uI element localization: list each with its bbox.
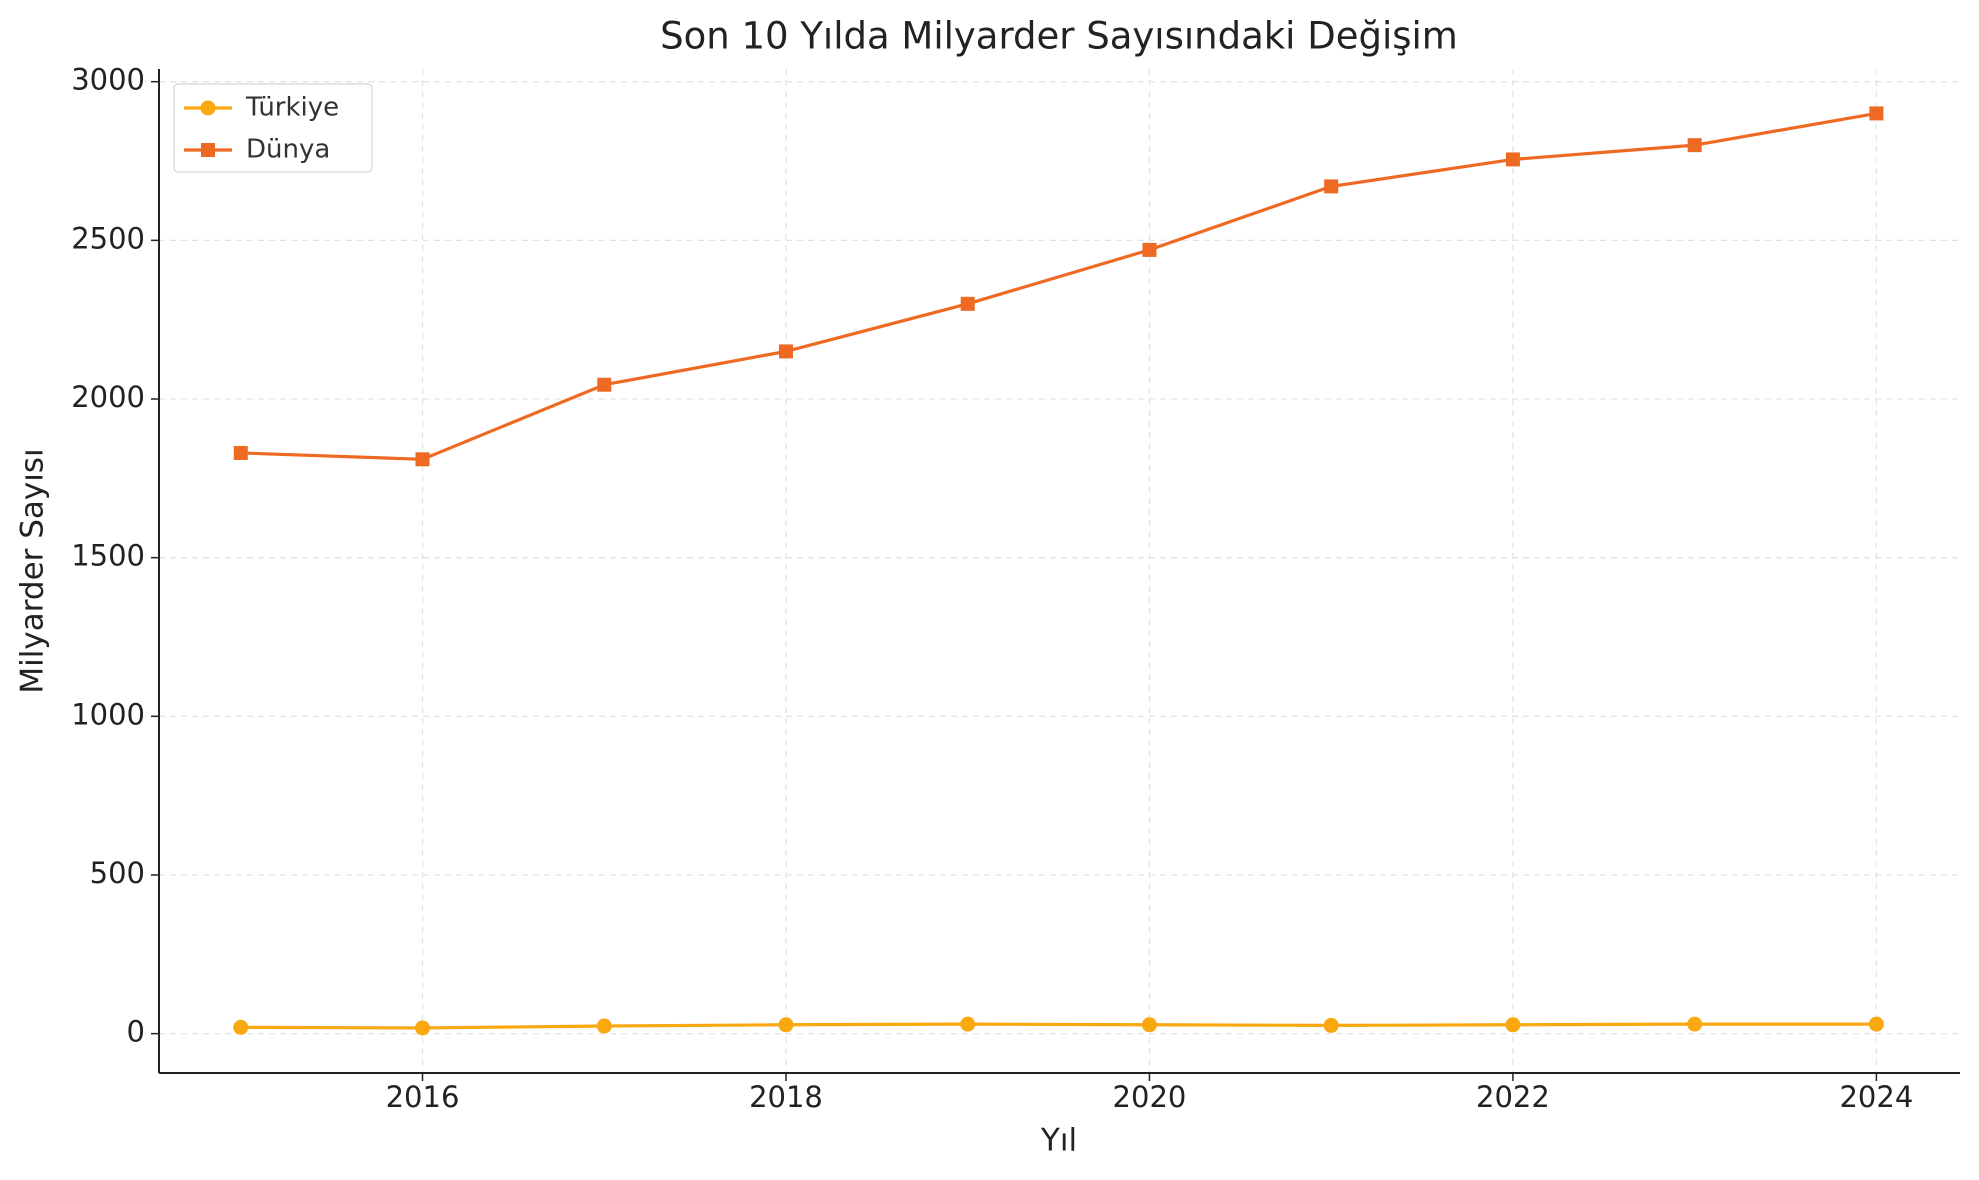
- y-axis-label: Milyarder Sayısı: [15, 448, 51, 693]
- chart-title: Son 10 Yılda Milyarder Sayısındaki Değiş…: [660, 15, 1458, 58]
- legend-marker: [200, 100, 216, 116]
- data-point: [415, 1020, 431, 1036]
- data-point: [1869, 106, 1884, 121]
- data-point: [1141, 1017, 1157, 1033]
- x-axis-label: Yıl: [1040, 1123, 1077, 1159]
- series-line: [240, 1022, 1877, 1030]
- x-tick-label: 2024: [1839, 1080, 1913, 1114]
- data-point: [233, 445, 248, 460]
- data-point: [1868, 1016, 1884, 1032]
- legend-marker: [201, 143, 215, 157]
- legend: Türkiye Dünya: [173, 83, 373, 173]
- y-tick-label: 500: [90, 856, 145, 890]
- data-point: [1323, 1017, 1339, 1033]
- x-tick-label: 2018: [749, 1080, 823, 1114]
- data-point: [960, 296, 975, 311]
- legend-label: Dünya: [246, 135, 330, 165]
- x-tick-label: 2016: [386, 1080, 460, 1114]
- data-point: [596, 1018, 612, 1034]
- data-point: [1505, 152, 1520, 167]
- x-tick-label: 2020: [1113, 1080, 1187, 1114]
- data-point: [778, 344, 793, 359]
- data-point: [1687, 138, 1702, 153]
- data-point: [1505, 1017, 1521, 1033]
- data-point: [415, 452, 430, 467]
- data-point: [597, 377, 612, 392]
- data-point: [1687, 1016, 1703, 1032]
- legend-label: Türkiye: [245, 93, 339, 123]
- y-tick-label: 2000: [71, 380, 145, 414]
- y-tick-label: 1500: [71, 539, 145, 573]
- data-point: [1324, 179, 1339, 194]
- y-tick-label: 1000: [71, 697, 145, 731]
- y-tick-label: 2500: [71, 221, 145, 255]
- y-tick-label: 3000: [71, 63, 145, 97]
- series-line: [240, 111, 1877, 461]
- data-point: [233, 1019, 249, 1035]
- data-point: [960, 1016, 976, 1032]
- data-point: [778, 1017, 794, 1033]
- data-point: [1142, 242, 1157, 257]
- y-tick-label: 0: [127, 1015, 145, 1049]
- x-tick-label: 2022: [1476, 1080, 1550, 1114]
